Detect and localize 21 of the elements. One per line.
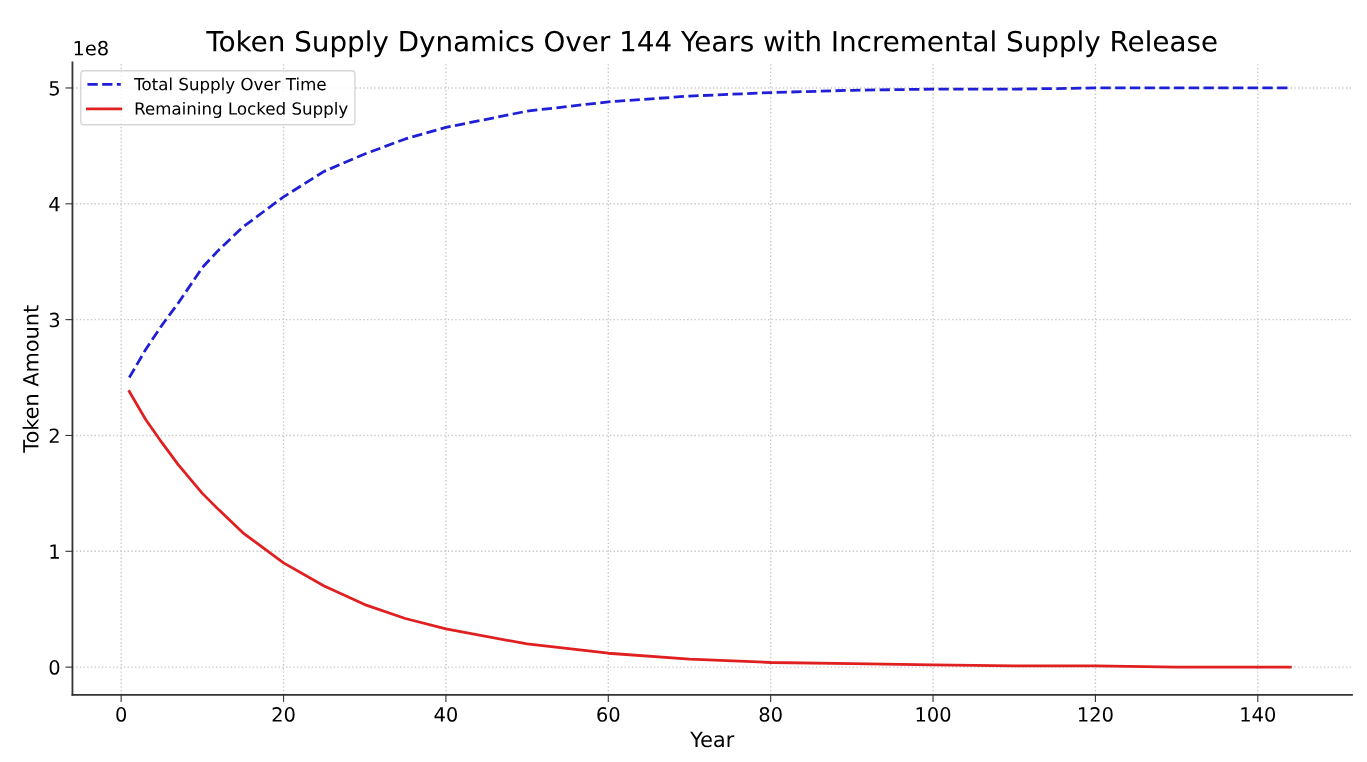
line-series [127, 390, 1292, 669]
y-tick-label: 2 [49, 428, 59, 443]
chart-title: Token Supply Dynamics Over 144 Years with Incremental Supply Release [206, 30, 1217, 58]
y-tick-label: 0 [49, 660, 60, 675]
x-tick-label: 40 [434, 707, 457, 722]
x-tick-label: 80 [759, 707, 782, 722]
y-tick-label: 3 [49, 312, 60, 328]
x-tick-label: 60 [597, 707, 620, 722]
x-tick-label: 0 [116, 707, 127, 722]
x-tick-label: 100 [916, 707, 951, 722]
y-axis-title: Token Amount [22, 305, 39, 453]
y-tick-label: 1 [50, 544, 59, 559]
legend-label: Remaining Locked Supply [135, 101, 348, 119]
y-tick-label: 5 [49, 81, 59, 96]
x-tick-label: 20 [272, 707, 295, 722]
x-axis-title: Year [690, 731, 735, 748]
y-tick-label: 4 [49, 197, 60, 212]
legend-label: Total Supply Over Time [134, 77, 326, 94]
x-tick-label: 140 [1241, 707, 1276, 722]
x-tick-label: 120 [1078, 707, 1113, 722]
text: 1e8 [74, 40, 108, 56]
